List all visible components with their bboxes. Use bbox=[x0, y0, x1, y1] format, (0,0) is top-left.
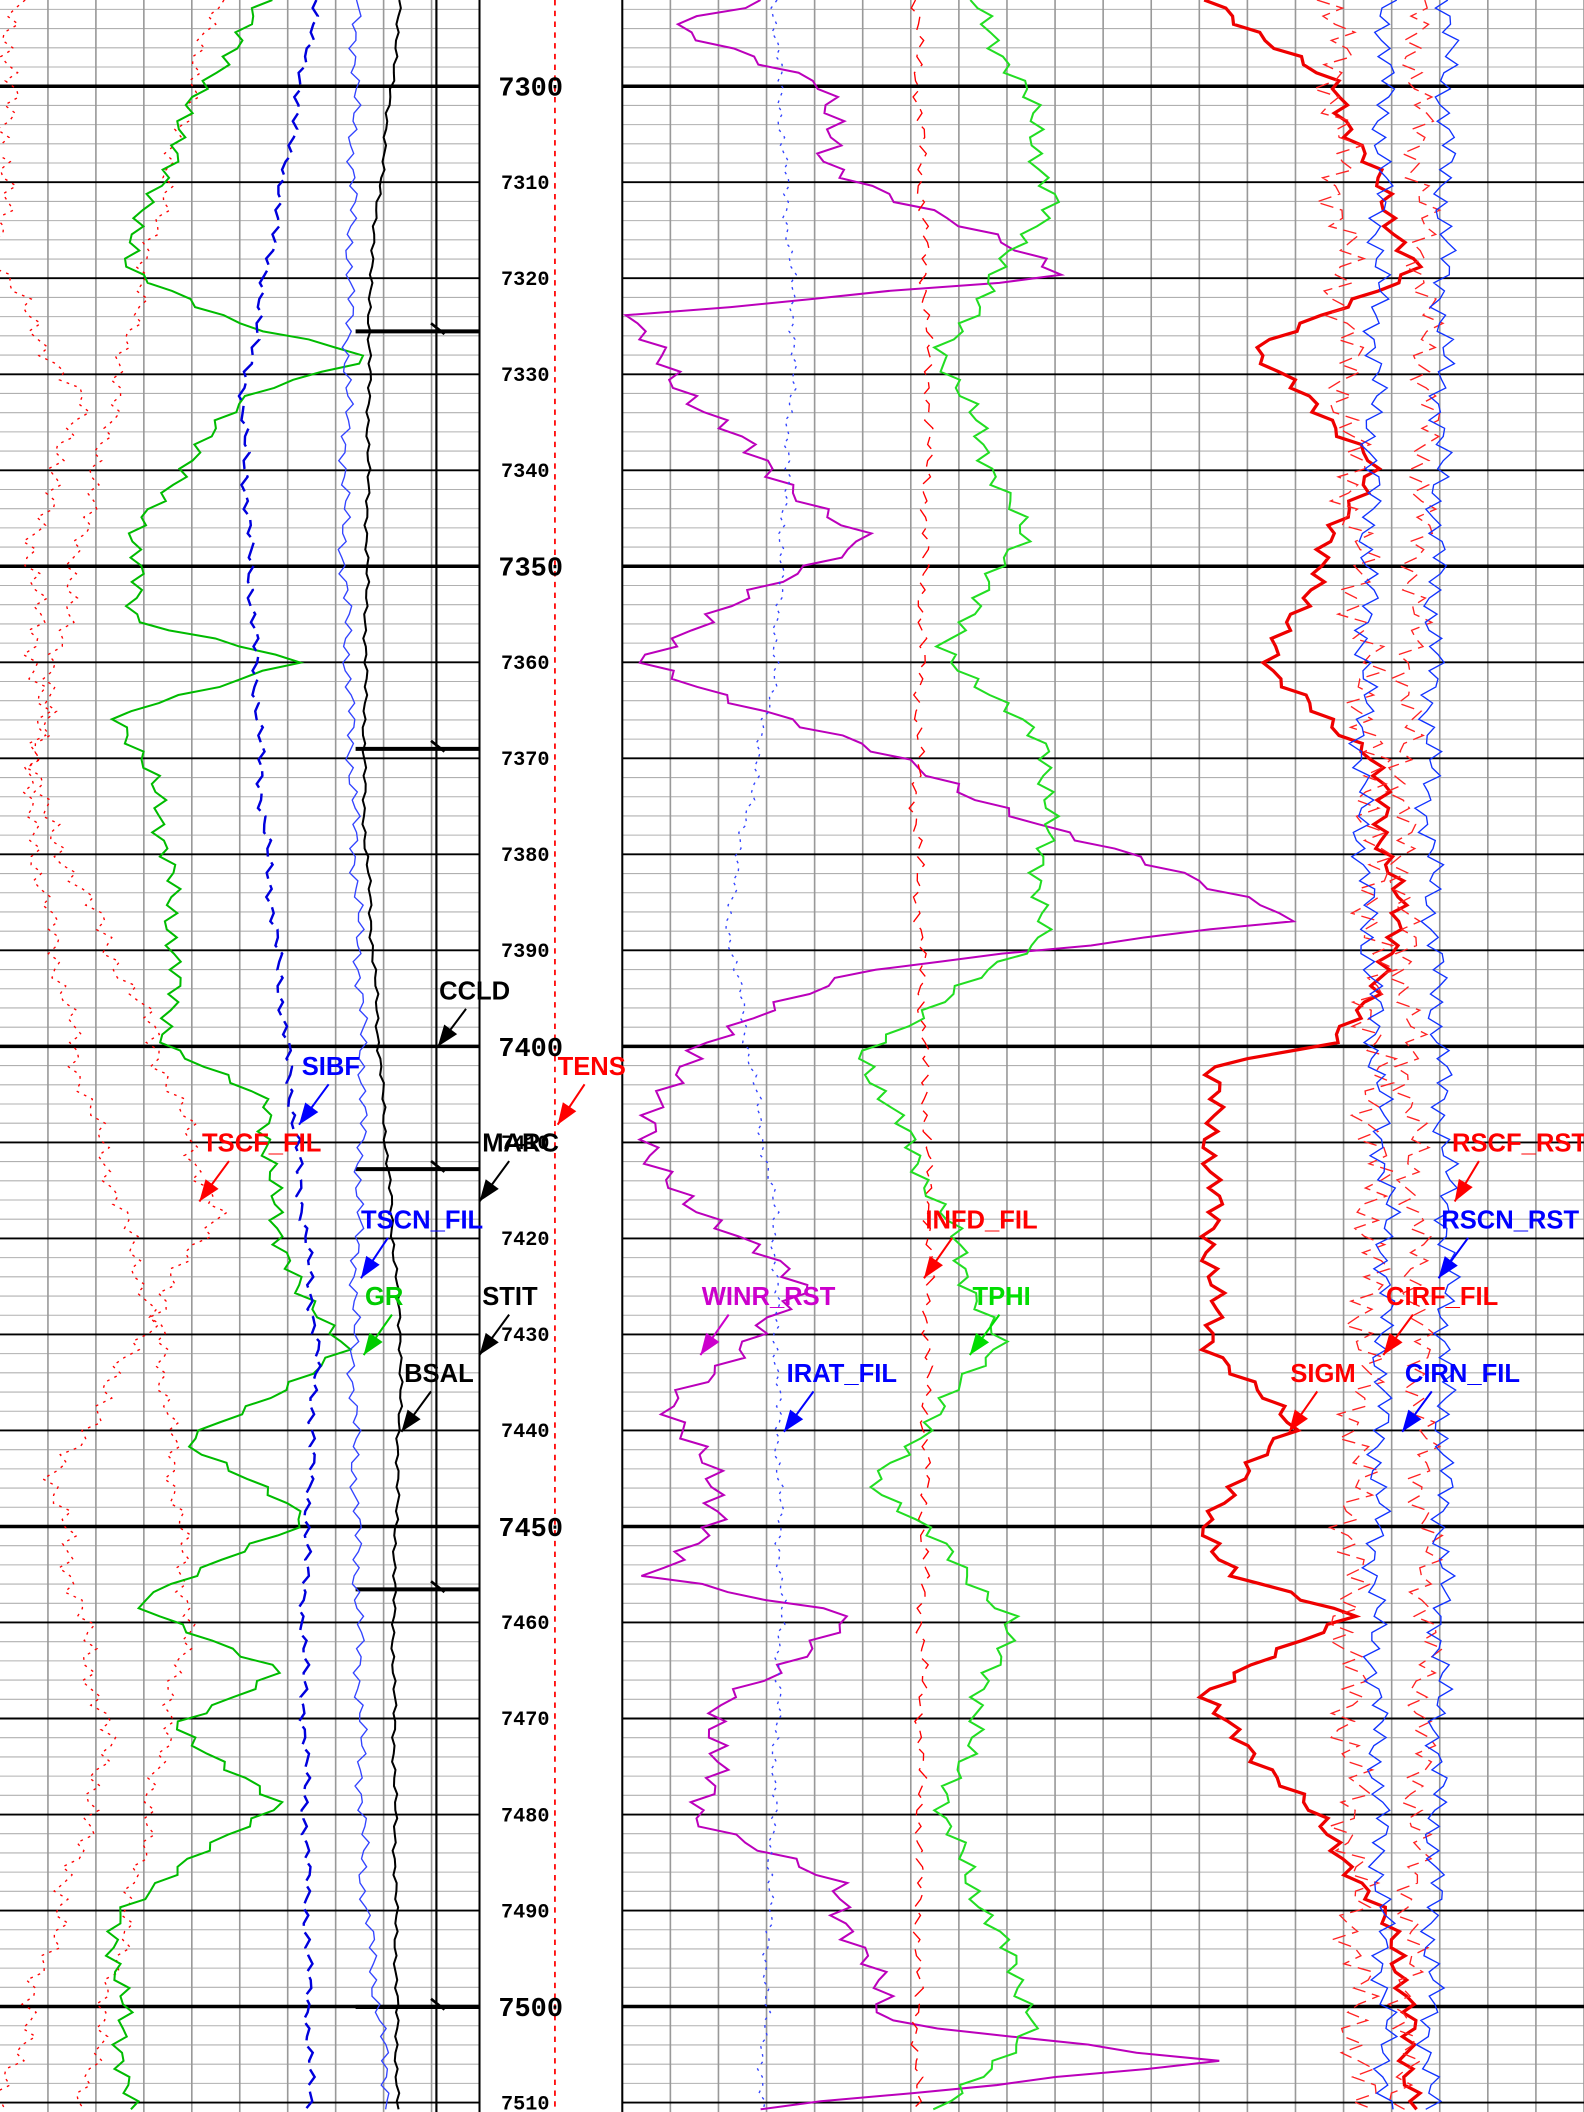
arrow-head bbox=[199, 1179, 219, 1202]
curve-label: RSCN_RST bbox=[1441, 1206, 1579, 1234]
ccld-spike bbox=[430, 1160, 446, 1173]
depth-label: 7390 bbox=[501, 941, 549, 964]
ccld-spike bbox=[430, 739, 446, 753]
rscf-curve bbox=[1311, 0, 1399, 2110]
arrow-head bbox=[1438, 1256, 1458, 1279]
labels: 7300 7310 7320 7330 7340 7350 7360 7370 7380 7390… bbox=[198, 75, 1584, 2112]
depth-label: 7300 bbox=[498, 75, 563, 105]
curve-label: MARC bbox=[482, 1130, 559, 1158]
curve-label: TSCF_FIL bbox=[202, 1130, 321, 1158]
curve-label: GR bbox=[365, 1283, 403, 1311]
arrow-head bbox=[700, 1332, 720, 1356]
curve-label: TENS bbox=[558, 1053, 626, 1081]
depth-label: 7460 bbox=[501, 1613, 549, 1636]
curve-label: WINR_RST bbox=[702, 1283, 836, 1311]
arrow-head bbox=[1289, 1409, 1308, 1432]
arrow-head bbox=[1454, 1178, 1473, 1202]
arrow-head bbox=[401, 1409, 421, 1432]
arrow-head bbox=[969, 1332, 990, 1356]
curve-label: INFD_FIL bbox=[925, 1206, 1037, 1234]
depth-label: 7340 bbox=[501, 461, 549, 484]
depth-label: 7420 bbox=[501, 1229, 549, 1252]
rscn-curve bbox=[1413, 0, 1462, 2110]
winr-curve bbox=[622, 0, 1297, 2111]
cirn-curve bbox=[1347, 0, 1402, 2110]
curve-label: TPHI bbox=[972, 1283, 1030, 1311]
depth-label: 7430 bbox=[501, 1325, 549, 1348]
depth-label: 7360 bbox=[501, 653, 549, 676]
curve-label: BSAL bbox=[404, 1360, 474, 1388]
curve-label: IRAT_FIL bbox=[787, 1360, 897, 1388]
depth-label: 7480 bbox=[501, 1805, 549, 1828]
curve-label: CIRF_FIL bbox=[1386, 1283, 1498, 1311]
arrow-head bbox=[1402, 1409, 1422, 1432]
curve-label: CIRN_FIL bbox=[1405, 1360, 1520, 1388]
cirf-curve bbox=[1384, 0, 1445, 2110]
arrow-head bbox=[360, 1255, 380, 1279]
depth-label: 7400 bbox=[498, 1035, 563, 1065]
arrow-head bbox=[299, 1102, 319, 1125]
depth-label: 7330 bbox=[501, 365, 549, 388]
depth-label: 7370 bbox=[501, 749, 549, 772]
depth-label: 7350 bbox=[498, 555, 563, 585]
sibf-curve bbox=[237, 0, 323, 2111]
curve-label: SIBF bbox=[302, 1053, 360, 1081]
depth-label: 7470 bbox=[501, 1709, 549, 1732]
depth-label: 7440 bbox=[501, 1421, 549, 1444]
tscn-curve bbox=[337, 0, 390, 2110]
ccld-spike bbox=[430, 1580, 446, 1594]
depth-label: 7310 bbox=[501, 173, 549, 196]
depth-label: 7490 bbox=[501, 1901, 549, 1924]
depth-label: 7510 bbox=[501, 2093, 549, 2112]
arrow-head bbox=[924, 1255, 943, 1279]
arrow-head bbox=[783, 1409, 804, 1432]
ccld-spike bbox=[430, 322, 446, 336]
depth-label: 7500 bbox=[498, 1995, 563, 2025]
curve-label: RSCF_RST bbox=[1452, 1130, 1584, 1158]
depth-label: 7320 bbox=[501, 269, 549, 292]
depth-label: 7380 bbox=[501, 845, 549, 868]
arrow-head bbox=[1383, 1332, 1403, 1356]
arrow-head bbox=[479, 1179, 499, 1202]
curve-label: STIT bbox=[482, 1283, 538, 1311]
bsal-curve bbox=[361, 0, 404, 2110]
tphi-curve bbox=[857, 0, 1061, 2111]
infd-curve bbox=[908, 0, 936, 2110]
sigm-curve bbox=[1196, 0, 1424, 2111]
curve-label: CCLD bbox=[439, 977, 510, 1005]
arrow-head bbox=[557, 1102, 577, 1125]
arrow-head bbox=[363, 1332, 383, 1356]
ccld-spike bbox=[430, 1997, 446, 2011]
arrow-head bbox=[479, 1332, 499, 1356]
depth-label: 7410 bbox=[501, 1133, 549, 1156]
irat-curve bbox=[725, 0, 799, 2110]
curves bbox=[0, 0, 1462, 2112]
curve-label: SIGM bbox=[1290, 1360, 1355, 1388]
curve-label: TSCN_FIL bbox=[361, 1206, 483, 1234]
depth-label: 7450 bbox=[498, 1515, 563, 1545]
gr-curve bbox=[104, 0, 365, 2110]
